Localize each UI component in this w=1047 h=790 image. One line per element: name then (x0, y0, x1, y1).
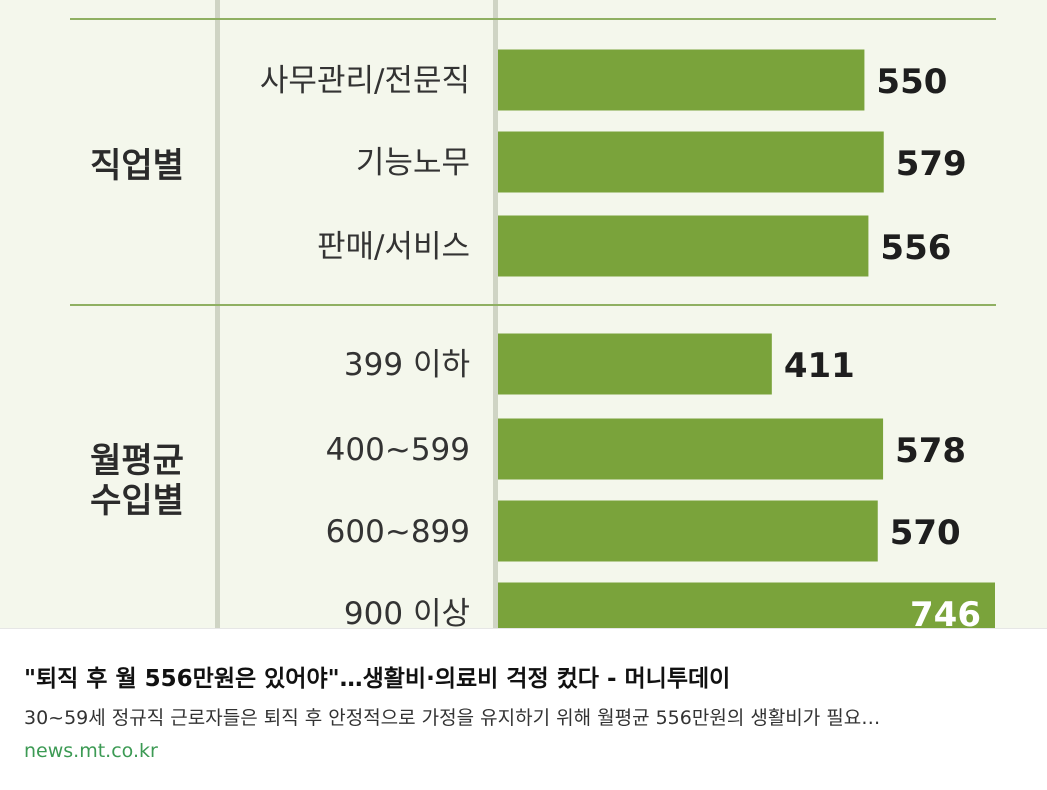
group-label: 직업별 (90, 146, 184, 186)
category-label: 600~899 (326, 514, 470, 550)
category-label: 400~599 (326, 432, 470, 468)
bar (498, 215, 869, 277)
category-label: 399 이하 (344, 347, 470, 383)
link-preview-card[interactable]: "퇴직 후 월 556만원은 있어야"…생활비·의료비 걱정 컸다 - 머니투데… (0, 628, 1047, 790)
separator-middle (70, 304, 996, 306)
data-label: 556 (880, 228, 951, 268)
link-title[interactable]: "퇴직 후 월 556만원은 있어야"…생활비·의료비 걱정 컸다 - 머니투데… (24, 666, 731, 692)
bar (498, 333, 772, 395)
category-label: 사무관리/전문직 (260, 63, 470, 99)
bar (498, 500, 878, 562)
data-label: 411 (784, 346, 855, 386)
category-label: 판매/서비스 (317, 229, 470, 265)
bar (498, 582, 995, 628)
bar (498, 49, 865, 111)
data-label: 579 (896, 144, 967, 184)
data-label: 746 (910, 595, 981, 628)
separator-top (70, 18, 996, 20)
bar-chart: 직업별 사무관리/전문직 550 기능노무 579 판매/서비스 556 월평균 수입별 399 … (70, 0, 996, 628)
data-label: 550 (876, 62, 947, 102)
data-label: 578 (895, 431, 966, 471)
column-divider-right (493, 0, 498, 628)
data-label: 570 (890, 513, 961, 553)
link-domain: news.mt.co.kr (24, 740, 158, 762)
chart-image[interactable]: 직업별 사무관리/전문직 550 기능노무 579 판매/서비스 556 월평균 수입별 399 … (0, 0, 1047, 628)
link-description: 30~59세 정규직 근로자들은 퇴직 후 안정적으로 가정을 유지하기 위해 … (24, 707, 881, 729)
bar (498, 418, 884, 480)
category-label: 900 이상 (344, 596, 470, 628)
bar (498, 131, 884, 193)
category-label: 기능노무 (356, 145, 470, 181)
column-divider-left (215, 0, 220, 628)
group-label: 월평균 수입별 (90, 441, 184, 521)
